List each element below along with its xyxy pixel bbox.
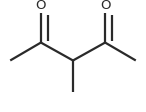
Text: O: O: [100, 0, 110, 12]
Text: O: O: [36, 0, 46, 12]
